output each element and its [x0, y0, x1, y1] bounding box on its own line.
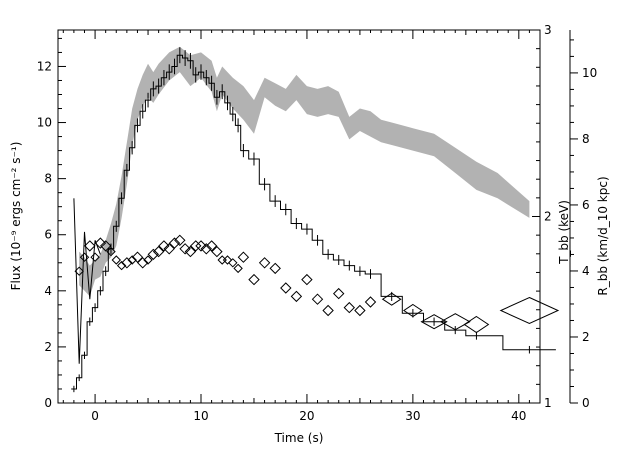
radius-tick-label: 6: [582, 198, 590, 212]
y-tick-label: 0: [44, 396, 52, 410]
x-tick-label: 20: [299, 409, 314, 423]
y-tick-label: 2: [44, 340, 52, 354]
temperature-band: [79, 46, 530, 297]
radius-diamond: [152, 245, 165, 258]
radius-diamond: [217, 255, 227, 265]
temperature-tick-label: 3: [544, 23, 552, 37]
radius-diamond-layer: [74, 234, 560, 334]
x-tick-label: 10: [193, 409, 208, 423]
radius-diamond: [147, 248, 160, 261]
radius-diamond: [131, 251, 144, 263]
radius-diamond: [94, 237, 107, 249]
radius-diamond: [354, 304, 366, 317]
x-axis-label: Time (s): [274, 431, 324, 445]
radius-diamond: [233, 263, 243, 274]
x-tick-label: 30: [405, 409, 420, 423]
radius-diamond: [499, 296, 560, 325]
radius-diamond: [237, 251, 250, 263]
radius-diamond: [174, 234, 186, 247]
radius-diamond: [222, 255, 233, 265]
radius-diamond: [463, 315, 490, 334]
x-tick-label: 40: [511, 409, 526, 423]
radius-diamond: [189, 240, 202, 252]
y-tick-label: 6: [44, 228, 52, 242]
radius-diamond: [158, 240, 170, 252]
radius-tick-label: 0: [582, 396, 590, 410]
x-tick-label: 0: [91, 409, 99, 423]
radius-diamond: [402, 303, 423, 318]
radius-diamond: [84, 240, 96, 252]
y-tick-label: 12: [37, 59, 52, 73]
radius-diamond: [439, 313, 471, 331]
radius-diamond: [258, 257, 271, 269]
radius-diamond: [343, 301, 356, 314]
right-axis-label-temperature: T_bb (keV): [557, 200, 571, 265]
radius-diamond: [116, 260, 127, 271]
radius-diamond: [163, 243, 175, 255]
y-tick-label: 10: [37, 116, 52, 130]
radius-diamond: [280, 282, 292, 294]
radius-tick-label: 2: [582, 330, 590, 344]
radius-diamond: [179, 243, 191, 255]
radius-diamond: [322, 304, 334, 317]
y-tick-label: 8: [44, 172, 52, 186]
radius-diamond: [111, 255, 122, 265]
radius-diamond: [90, 252, 100, 262]
radius-diamond: [290, 290, 303, 303]
right-axis-label-radius: R_bb (km/d_10 kpc): [596, 176, 610, 295]
radius-diamond: [74, 266, 84, 276]
radius-diamond: [211, 245, 223, 258]
radius-tick-label: 4: [582, 264, 590, 278]
radius-diamond: [228, 258, 238, 268]
y-axis-label: Flux (10⁻⁹ ergs cm⁻² s⁻¹): [9, 142, 23, 291]
radius-diamond: [127, 255, 137, 265]
radius-diamond: [121, 257, 133, 269]
radius-diamond: [200, 243, 213, 255]
radius-diamond: [195, 240, 207, 252]
radius-tick-label: 10: [582, 66, 597, 80]
flux-step-layer: [71, 47, 556, 393]
radius-diamond: [301, 273, 313, 286]
radius-diamond: [364, 296, 377, 308]
radius-diamond: [143, 255, 153, 265]
radius-diamond: [248, 273, 260, 286]
temperature-tick-label: 1: [544, 396, 552, 410]
radius-tick-label: 8: [582, 132, 590, 146]
radius-diamond: [79, 252, 90, 262]
radius-diamond: [311, 293, 324, 305]
radius-diamond: [168, 237, 181, 249]
radius-diamond: [420, 314, 448, 330]
radius-diamond: [106, 246, 116, 257]
y-tick-label: 4: [44, 284, 52, 298]
radius-diamond: [99, 240, 112, 252]
radius-diamond: [184, 245, 197, 258]
radius-diamond: [381, 292, 402, 306]
radius-diamond: [332, 287, 345, 300]
temperature-band-layer: [79, 46, 530, 297]
temperature-tick-label: 2: [544, 210, 552, 224]
radius-diamond: [205, 240, 218, 252]
radius-diamond: [269, 262, 281, 275]
radius-diamond: [136, 257, 149, 269]
